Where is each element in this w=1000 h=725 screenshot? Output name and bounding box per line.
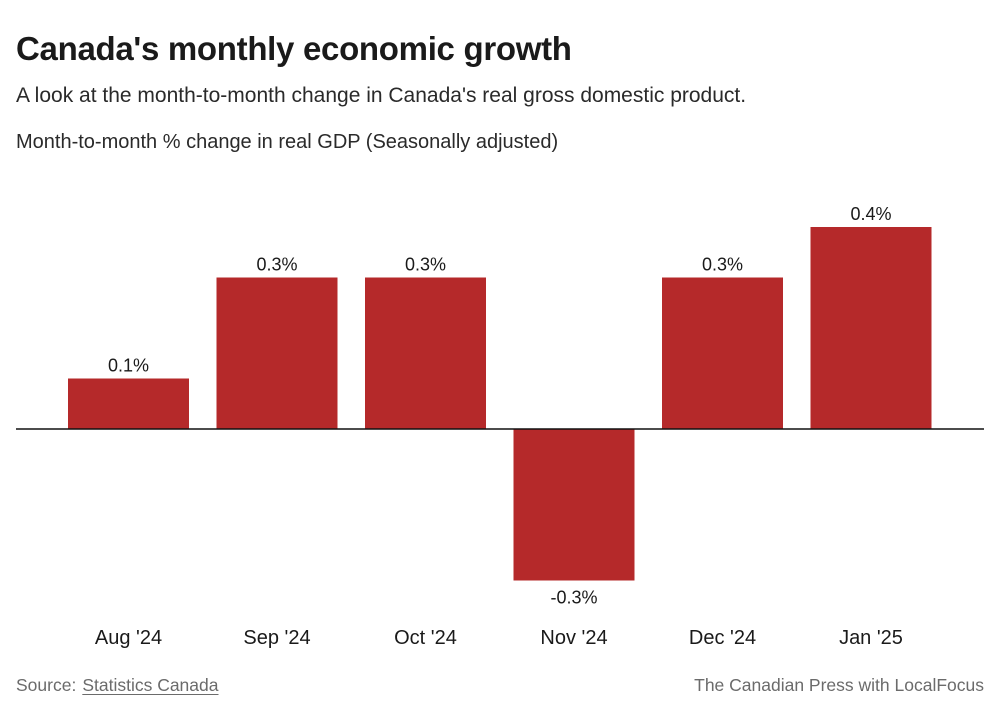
bar-dec-24 — [662, 277, 783, 429]
bar-jan-25 — [810, 227, 932, 429]
footer: Source: Statistics Canada The Canadian Pr… — [16, 675, 984, 699]
page-subtitle: A look at the month-to-month change in C… — [16, 84, 747, 107]
x-tick-label: Nov '24 — [540, 627, 607, 649]
value-label: -0.3% — [550, 588, 597, 608]
x-tick-label: Dec '24 — [689, 627, 756, 649]
bar-oct-24 — [365, 277, 486, 429]
value-label: 0.3% — [405, 255, 446, 275]
value-label: 0.4% — [850, 204, 891, 224]
y-axis-caption: Month-to-month % change in real GDP (Sea… — [16, 131, 559, 153]
source-label: Source: — [16, 675, 77, 695]
bar-nov-24 — [513, 429, 635, 581]
x-tick-label: Sep '24 — [243, 627, 310, 649]
page-title: Canada's monthly economic growth — [16, 30, 572, 67]
value-label: 0.1% — [108, 356, 149, 376]
bar-aug-24 — [68, 378, 189, 429]
x-tick-label: Jan '25 — [839, 627, 903, 649]
source-link[interactable]: Statistics Canada — [82, 675, 219, 695]
x-tick-label: Aug '24 — [95, 627, 162, 649]
value-label: 0.3% — [256, 255, 297, 275]
bar-sep-24 — [216, 277, 338, 429]
value-label: 0.3% — [702, 255, 743, 275]
credit-text: The Canadian Press with LocalFocus — [694, 675, 984, 695]
source: Source: Statistics Canada — [16, 675, 219, 696]
x-tick-label: Oct '24 — [394, 627, 457, 649]
